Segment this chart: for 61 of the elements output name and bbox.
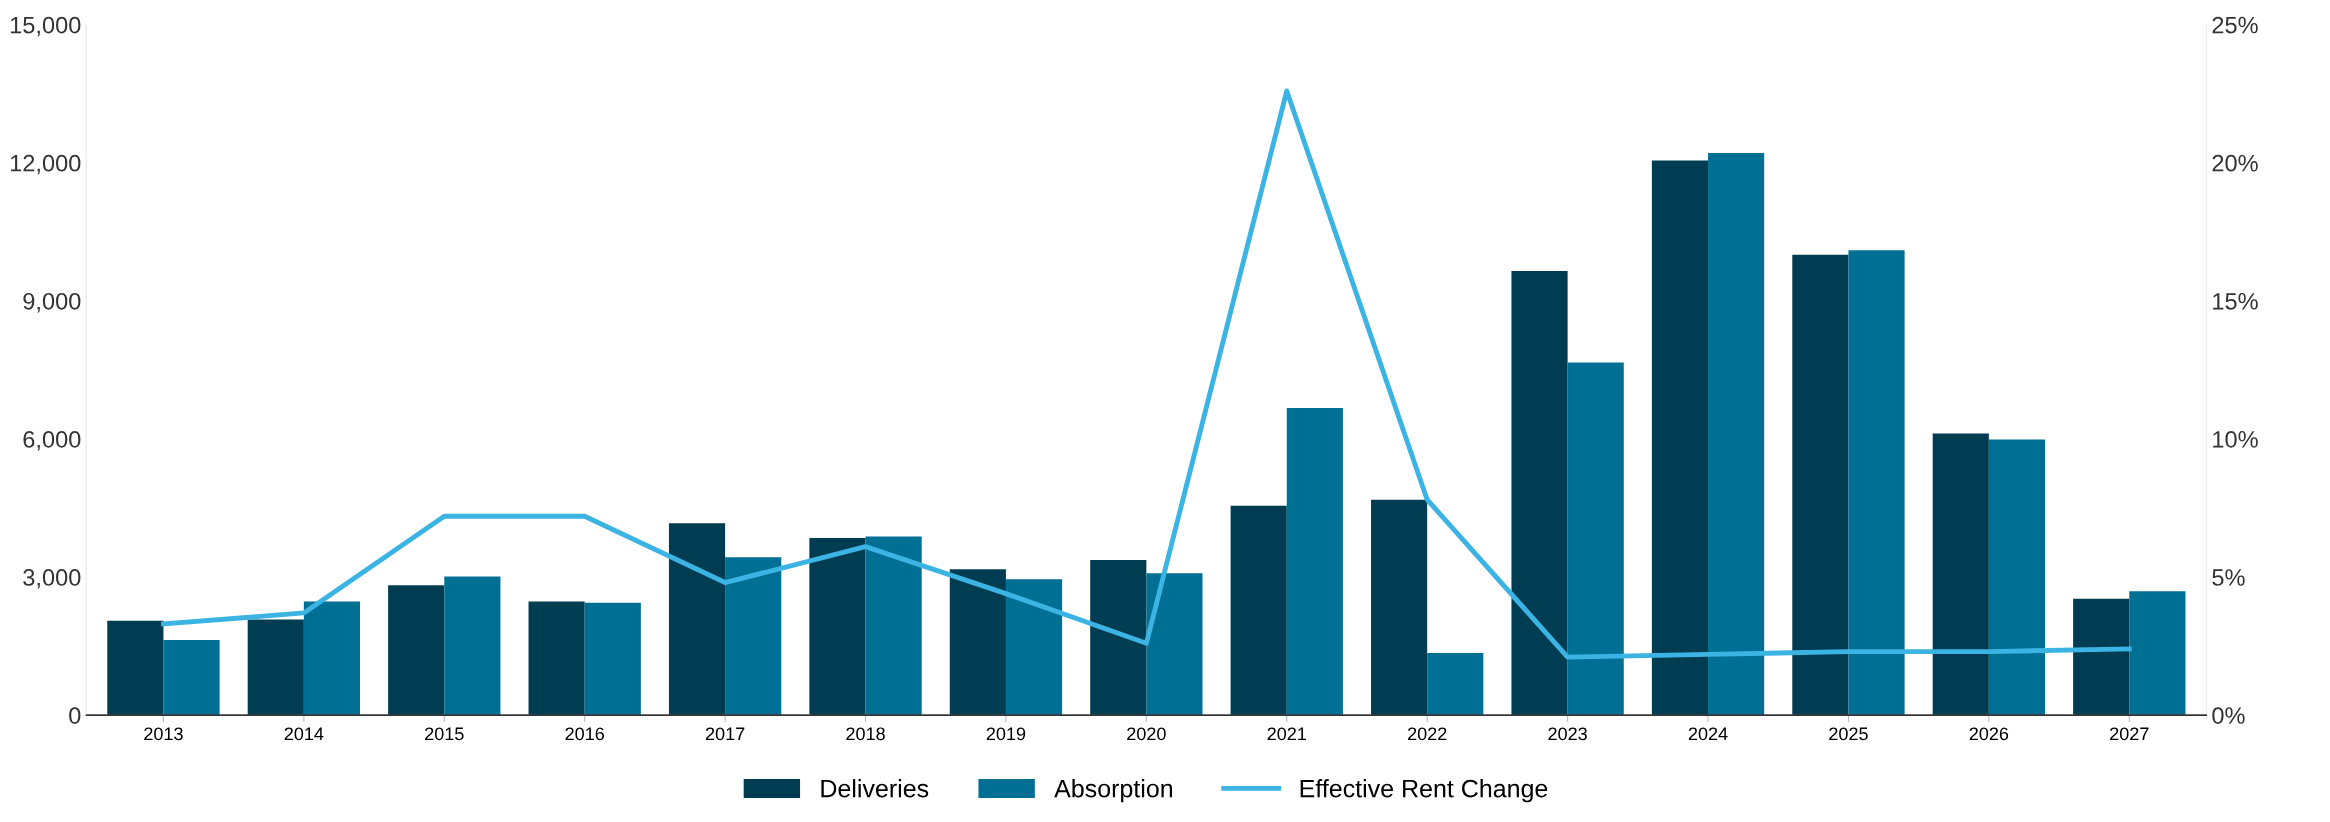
bar [1286,408,1343,716]
bar [444,576,501,716]
y-tick-label: 3,000 [23,569,81,589]
bar [163,640,220,716]
y-tick-label: 0 [69,707,81,724]
legend-label: Deliveries [821,779,929,798]
x-tick-label: 2021 [1267,727,1306,741]
bar [1988,439,2046,716]
bar [1567,362,1624,716]
y2-tick-label: 5% [2212,569,2245,586]
y-tick-label: 15,000 [10,16,81,37]
bar [2129,591,2186,716]
bar [865,536,922,716]
bar [303,601,361,716]
bar [1230,505,1287,716]
x-tick-label: 2024 [1688,727,1728,741]
x-tick-label: 2014 [284,727,324,741]
bar [107,620,164,716]
y2-tick-label: 10% [2213,431,2258,448]
bar [528,601,585,716]
x-tick-label: 2027 [2110,727,2149,741]
line-series [161,88,2132,660]
x-tick-label: 2013 [144,727,183,741]
y-tick-label: 12,000 [10,154,81,175]
bar [584,602,641,716]
x-tick-label: 2022 [1408,727,1447,741]
bar [1651,160,1709,716]
bar [247,619,304,716]
x-tick-label: 2016 [565,727,604,741]
bar [1146,573,1203,716]
legend-label: Effective Rent Change [1300,779,1548,803]
bar [949,569,1006,716]
bar [1005,579,1063,716]
y2-tick-label: 25% [2212,16,2258,34]
x-tick-label: 2018 [846,727,885,741]
legend-label: Absorption [1054,779,1173,803]
bar [1511,270,1568,716]
bar [2073,598,2130,716]
y2-tick-label: 15% [2213,293,2258,310]
bar [725,557,782,716]
x-tick-label: 2020 [1127,727,1166,741]
x-tick-label: 2019 [986,727,1026,741]
y-tick-label: 6,000 [23,431,81,451]
bar [1932,433,1989,716]
x-tick-label: 2023 [1548,727,1587,741]
x-tick-label: 2026 [1969,727,2009,741]
y-tick-label: 9,000 [23,292,81,313]
x-tick-label: 2015 [425,727,464,741]
y2-tick-label: 20% [2212,154,2258,172]
bar [388,585,445,716]
bar [1427,653,1484,716]
bar [1371,499,1428,716]
bar [809,537,866,716]
y2-tick-label: 0% [2212,707,2245,724]
bar [1848,250,1905,716]
bar [668,523,726,716]
bar [1090,560,1147,716]
bar [1708,153,1765,716]
bar [1792,254,1849,716]
x-tick-label: 2017 [705,727,745,741]
x-tick-label: 2025 [1829,727,1868,741]
